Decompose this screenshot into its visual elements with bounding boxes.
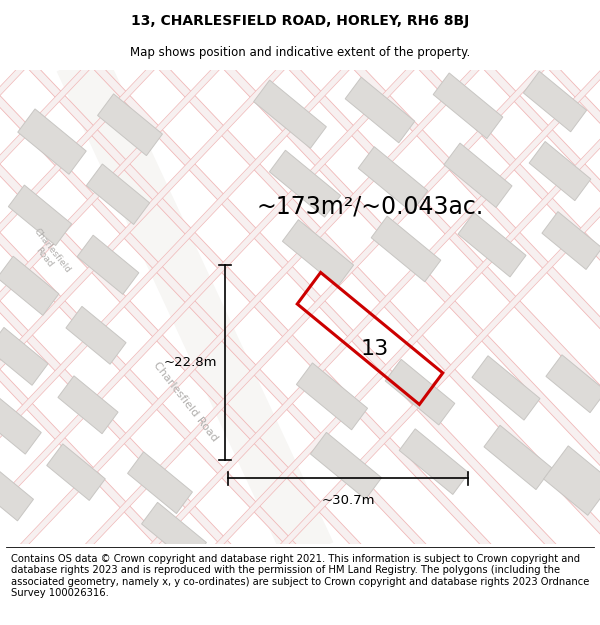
Text: 13, CHARLESFIELD ROAD, HORLEY, RH6 8BJ: 13, CHARLESFIELD ROAD, HORLEY, RH6 8BJ — [131, 14, 469, 28]
Polygon shape — [0, 58, 227, 556]
Polygon shape — [0, 56, 368, 558]
Polygon shape — [472, 356, 540, 420]
Polygon shape — [358, 147, 428, 213]
Polygon shape — [87, 56, 563, 558]
Polygon shape — [0, 58, 32, 556]
Polygon shape — [385, 359, 455, 425]
Polygon shape — [58, 376, 118, 434]
Polygon shape — [142, 503, 206, 564]
Polygon shape — [0, 58, 422, 556]
Polygon shape — [282, 56, 600, 558]
Polygon shape — [0, 56, 173, 558]
Polygon shape — [542, 212, 600, 269]
Polygon shape — [254, 80, 326, 148]
Polygon shape — [128, 452, 193, 514]
Polygon shape — [347, 56, 600, 558]
Polygon shape — [0, 58, 162, 556]
Polygon shape — [152, 56, 600, 558]
Polygon shape — [296, 363, 368, 430]
Polygon shape — [544, 446, 600, 516]
Polygon shape — [529, 141, 591, 201]
Polygon shape — [0, 466, 34, 521]
Polygon shape — [217, 56, 600, 558]
Polygon shape — [86, 164, 149, 224]
Text: Contains OS data © Crown copyright and database right 2021. This information is : Contains OS data © Crown copyright and d… — [11, 554, 589, 598]
Polygon shape — [444, 143, 512, 208]
Polygon shape — [78, 58, 552, 556]
Polygon shape — [546, 355, 600, 412]
Polygon shape — [0, 58, 97, 556]
Polygon shape — [98, 94, 163, 156]
Polygon shape — [433, 73, 503, 139]
Polygon shape — [47, 444, 105, 501]
Polygon shape — [18, 109, 86, 174]
Polygon shape — [0, 56, 433, 558]
Polygon shape — [0, 58, 292, 556]
Polygon shape — [283, 220, 353, 287]
Polygon shape — [345, 77, 415, 143]
Polygon shape — [412, 56, 600, 558]
Text: ~173m²/~0.043ac.: ~173m²/~0.043ac. — [256, 195, 484, 219]
Polygon shape — [0, 398, 41, 454]
Polygon shape — [8, 185, 71, 246]
Polygon shape — [143, 58, 600, 556]
Polygon shape — [458, 213, 526, 277]
Polygon shape — [269, 150, 341, 217]
Polygon shape — [542, 56, 600, 558]
Polygon shape — [0, 56, 238, 558]
Text: Charlesfield Road: Charlesfield Road — [151, 360, 219, 443]
Polygon shape — [371, 216, 441, 282]
Polygon shape — [22, 56, 498, 558]
Polygon shape — [0, 256, 59, 316]
Polygon shape — [77, 235, 139, 294]
Polygon shape — [0, 58, 357, 556]
Polygon shape — [310, 432, 382, 499]
Polygon shape — [208, 58, 600, 556]
Polygon shape — [273, 58, 600, 556]
Polygon shape — [0, 56, 303, 558]
Polygon shape — [477, 56, 600, 558]
Polygon shape — [484, 425, 552, 489]
Text: Map shows position and indicative extent of the property.: Map shows position and indicative extent… — [130, 46, 470, 59]
Polygon shape — [13, 58, 487, 556]
Text: ~22.8m: ~22.8m — [163, 356, 217, 369]
Text: 13: 13 — [361, 339, 389, 359]
Text: ~30.7m: ~30.7m — [321, 494, 375, 508]
Polygon shape — [523, 71, 587, 132]
Polygon shape — [56, 48, 334, 566]
Text: Charlesfield
Road: Charlesfield Road — [24, 227, 72, 281]
Polygon shape — [0, 328, 48, 385]
Polygon shape — [399, 429, 469, 494]
Polygon shape — [66, 306, 126, 364]
